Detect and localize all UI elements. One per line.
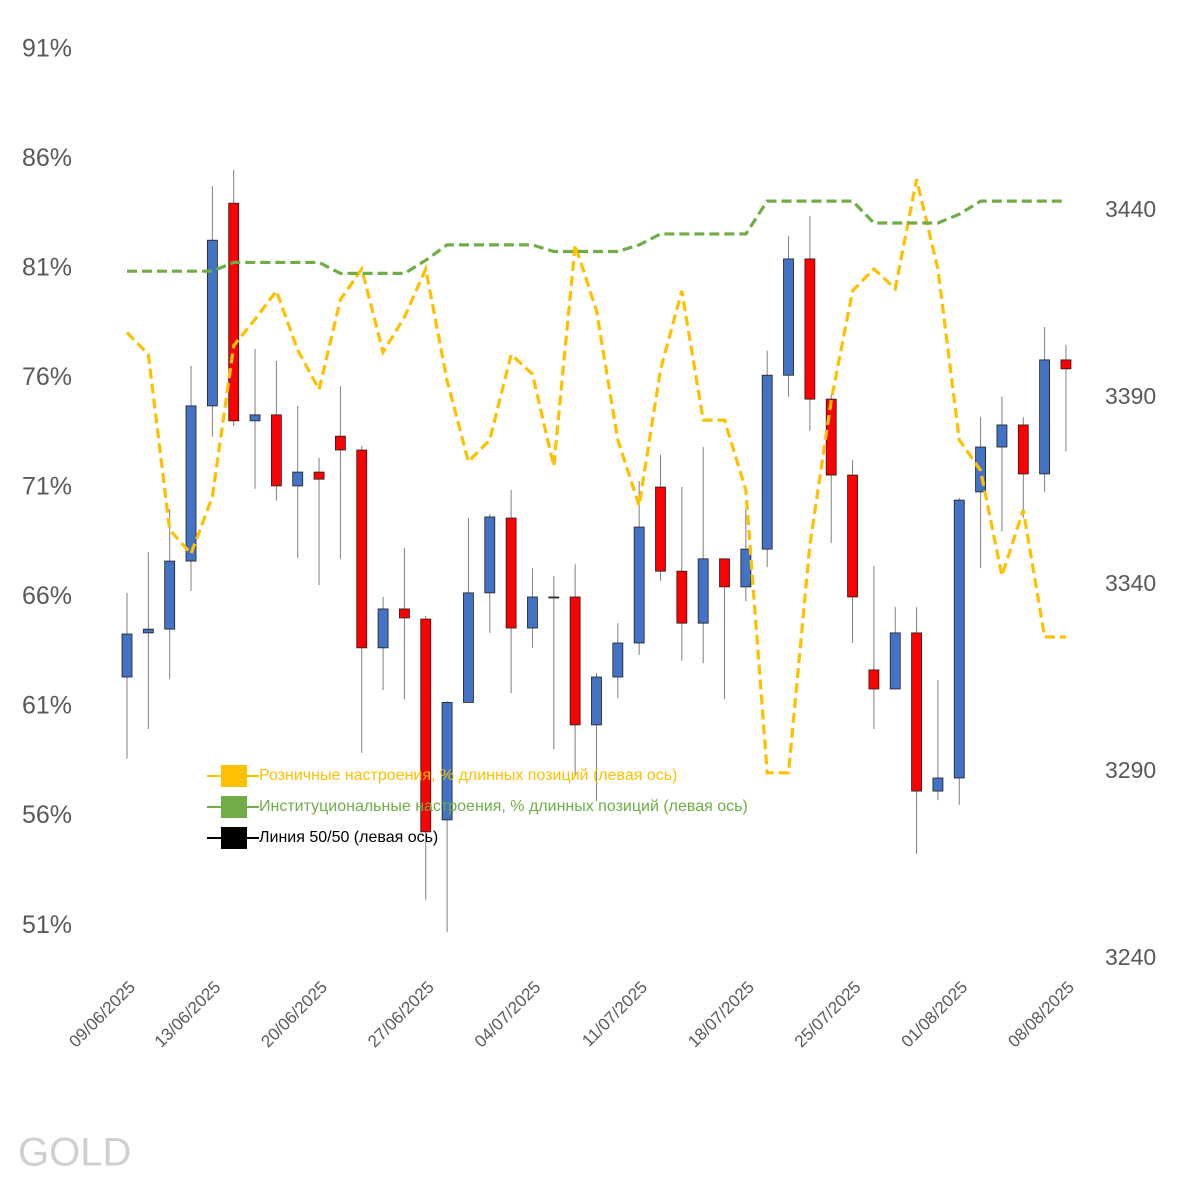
x-tick-label: 18/07/2025	[684, 978, 758, 1052]
candle-body	[292, 471, 304, 487]
y-tick-label: 91%	[22, 35, 72, 63]
candle-body	[697, 558, 709, 624]
candle-body	[847, 474, 858, 598]
y-tick-label: 61%	[22, 692, 72, 720]
y2-tick-label: 3440	[1105, 196, 1156, 222]
candle-body	[1017, 424, 1029, 475]
candle-body	[783, 258, 794, 376]
candle-body	[505, 517, 517, 629]
legend: Розничные настроения, % длинных позиций …	[207, 765, 748, 849]
candle-body	[142, 628, 154, 634]
candle-body	[356, 449, 368, 649]
candle-body	[804, 258, 816, 400]
series-line	[125, 178, 1066, 775]
watermark: GOLD	[18, 1131, 131, 1175]
legend-label: Линия 50/50 (левая ось)	[259, 829, 438, 846]
legend-label: Розничные настроения, % длинных позиций …	[259, 767, 677, 784]
candle-body	[313, 471, 325, 480]
y-tick-label: 86%	[22, 144, 72, 172]
candle-body	[548, 596, 560, 599]
legend-swatch	[221, 796, 247, 818]
y-tick-label: 81%	[22, 254, 72, 282]
y2-tick-label: 3340	[1105, 570, 1156, 596]
x-tick-label: 13/06/2025	[151, 978, 225, 1052]
candle-body	[719, 558, 730, 588]
y-tick-label: 51%	[22, 911, 72, 939]
x-tick-label: 01/08/2025	[898, 978, 972, 1052]
y2-tick-label: 3240	[1105, 944, 1156, 970]
candle-body	[655, 486, 666, 572]
y2-tick-label: 3290	[1105, 757, 1156, 783]
candle-body	[164, 560, 176, 630]
candle-body	[270, 414, 282, 487]
candle-body	[399, 608, 410, 619]
candle-body	[633, 526, 645, 644]
x-tick-label: 08/08/2025	[1004, 978, 1078, 1052]
y-tick-label: 66%	[22, 582, 72, 610]
candle-body	[591, 676, 602, 726]
candle-body	[463, 592, 474, 703]
x-tick-label: 27/06/2025	[364, 978, 438, 1052]
candle-body	[996, 424, 1008, 448]
candle-body	[249, 414, 261, 422]
candle-body	[1060, 359, 1072, 370]
series-line	[127, 199, 1066, 275]
candle-body	[676, 570, 688, 624]
candle-body	[889, 632, 901, 690]
y2-tick-label: 3390	[1105, 383, 1156, 409]
x-tick-label: 25/07/2025	[791, 978, 865, 1052]
candle-body	[420, 618, 432, 833]
x-tick-label: 04/07/2025	[471, 978, 545, 1052]
candle-body	[527, 596, 538, 629]
candle-body	[441, 702, 453, 821]
candle-body	[1039, 359, 1051, 475]
x-tick-label: 11/07/2025	[578, 978, 651, 1051]
legend-label: Институциональные настроения, % длинных …	[259, 798, 748, 815]
candle-body	[761, 374, 773, 550]
candle-body	[334, 435, 346, 451]
legend-swatch	[221, 765, 247, 787]
x-tick-label: 20/06/2025	[257, 978, 331, 1052]
candle-body	[206, 239, 218, 407]
candle-body	[932, 777, 944, 792]
candle-body	[868, 669, 880, 690]
y-tick-label: 76%	[22, 363, 72, 391]
candle-body	[185, 405, 197, 562]
candle-body	[484, 516, 496, 594]
legend-swatch	[221, 827, 247, 849]
y-tick-label: 71%	[22, 473, 72, 501]
candle-body	[911, 632, 922, 792]
candle-body	[228, 202, 240, 422]
candle-body	[825, 398, 837, 476]
candle-body	[377, 608, 389, 649]
candle-body	[121, 633, 133, 678]
x-tick-label: 09/06/2025	[65, 978, 139, 1052]
y-tick-label: 56%	[22, 801, 72, 829]
candle-body	[569, 596, 581, 726]
candle-body	[953, 499, 965, 779]
candle-body	[612, 642, 624, 678]
